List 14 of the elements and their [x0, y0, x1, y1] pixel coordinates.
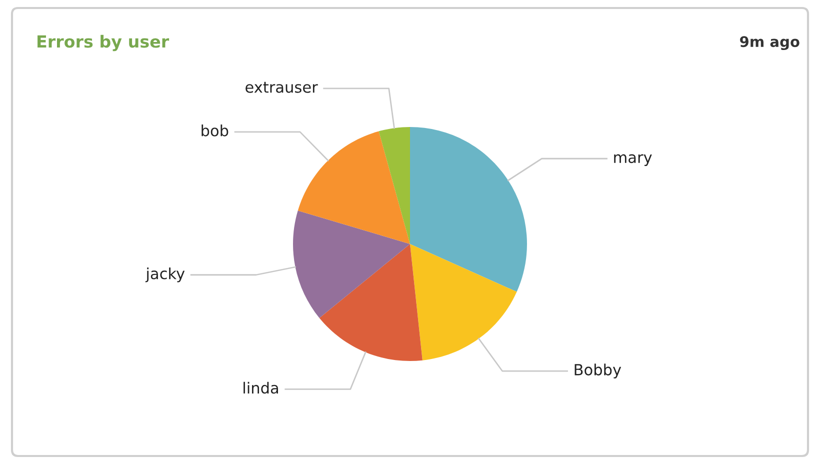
pie-slice: [410, 127, 527, 292]
slice-label: bob: [202, 124, 228, 136]
slice-label: mary: [614, 154, 652, 166]
pie-slice: [378, 127, 410, 244]
chart-title: Errors by user: [38, 34, 170, 52]
pie-slice: [293, 210, 410, 318]
pie-slice: [410, 244, 517, 360]
slice-label: linda: [244, 382, 278, 394]
slice-label: Bobby: [574, 364, 622, 378]
pie-slice: [298, 131, 410, 244]
pie-slice: [319, 244, 422, 361]
slice-label: jacky: [145, 267, 185, 282]
text: 9m ago: [740, 36, 800, 50]
slice-label: extrauser: [246, 82, 318, 93]
